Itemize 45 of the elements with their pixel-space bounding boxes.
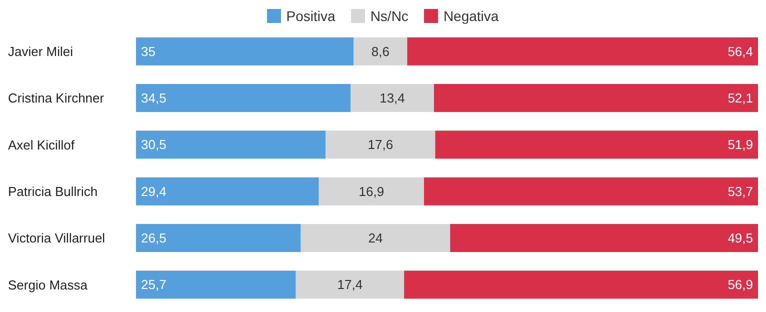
data-label: 29,4: [141, 184, 166, 199]
data-label: 13,4: [380, 90, 405, 106]
legend-label: Negativa: [442, 8, 499, 24]
data-label: 49,5: [728, 230, 753, 246]
bar: [407, 37, 758, 66]
y-tick-label: Sergio Massa: [8, 277, 88, 292]
data-label: 17,4: [337, 277, 363, 292]
y-tick-label: Victoria Villarruel: [8, 230, 106, 246]
bar: [318, 177, 424, 206]
bar: [404, 270, 758, 299]
bar: [296, 270, 404, 299]
data-label: 26,5: [141, 230, 166, 246]
bar: [136, 84, 351, 112]
bar: [354, 37, 408, 66]
bar: [424, 177, 758, 206]
bar: [136, 224, 301, 252]
data-label: 51,9: [728, 137, 753, 152]
data-label: 34,5: [141, 90, 166, 106]
data-label: 56,9: [728, 277, 753, 292]
data-label: 53,7: [728, 184, 753, 199]
y-tick-label: Axel Kicillof: [8, 137, 75, 152]
bar: [434, 84, 758, 112]
data-label: 35: [141, 44, 156, 59]
bar: [136, 270, 296, 299]
y-tick-label: Javier Milei: [8, 44, 74, 59]
data-label: 25,7: [141, 277, 166, 292]
y-tick-label: Patricia Bullrich: [8, 184, 98, 199]
y-tick-label: Cristina Kirchner: [8, 90, 105, 106]
bar: [350, 84, 434, 112]
bar: [136, 177, 319, 206]
data-label: 52,1: [728, 90, 753, 106]
legend-label: Positiva: [285, 8, 336, 24]
bar: [435, 130, 758, 159]
data-label: 17,6: [368, 137, 394, 152]
bar: [300, 224, 450, 252]
data-label: 56,4: [728, 44, 753, 59]
legend-label: Ns/Nc: [369, 8, 408, 24]
bar: [136, 37, 354, 66]
bar: [136, 130, 326, 159]
data-label: 8,6: [371, 44, 390, 59]
data-label: 30,5: [141, 137, 166, 152]
data-label: 16,9: [358, 184, 384, 199]
bar: [450, 224, 758, 252]
bar: [326, 130, 436, 159]
data-label: 24: [368, 230, 383, 246]
